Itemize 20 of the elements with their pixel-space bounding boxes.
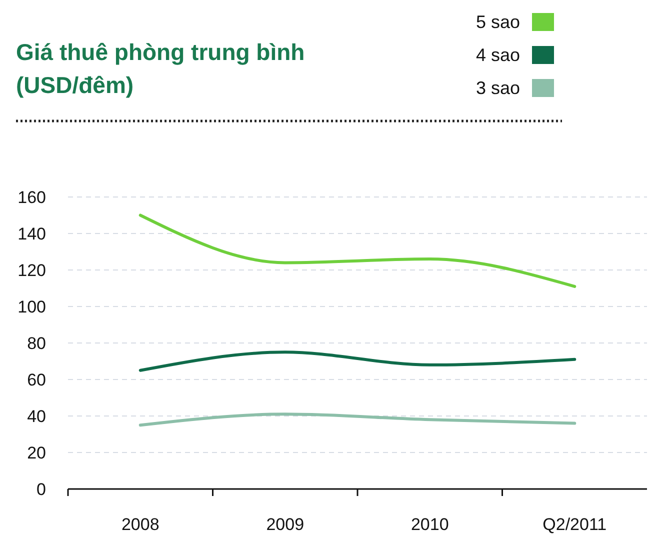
legend-label: 5 sao — [476, 12, 520, 32]
line-series — [138, 214, 576, 288]
y-tick-label: 80 — [27, 334, 46, 353]
y-tick-label: 100 — [18, 298, 46, 316]
legend-label: 4 sao — [476, 45, 520, 65]
line-series — [138, 350, 576, 372]
x-tick-label: 2008 — [121, 515, 160, 534]
y-tick-label: 120 — [18, 261, 46, 280]
y-tick-label: 140 — [18, 224, 46, 244]
x-tick-label: 2010 — [410, 515, 449, 534]
y-tick-label: 60 — [27, 370, 46, 390]
y-tick-label: 40 — [27, 407, 46, 426]
line-series — [138, 412, 576, 427]
y-tick-label: 20 — [27, 444, 46, 462]
x-tick-label: 2009 — [266, 515, 304, 534]
y-tick-label: 160 — [18, 188, 46, 207]
x-tick-label: Q2/2011 — [542, 515, 607, 534]
legend-label: 3 sao — [476, 78, 520, 98]
chart-title: Giá thuê phòng trung bình (USD/đêm) — [16, 39, 305, 98]
y-tick-label: 0 — [36, 480, 46, 499]
